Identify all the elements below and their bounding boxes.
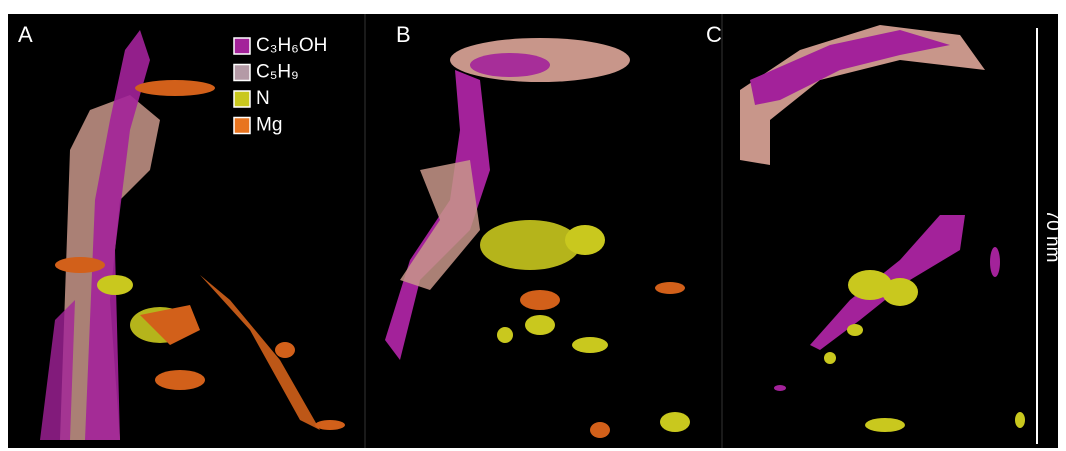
scale-bar-label: 70 nm bbox=[1042, 210, 1063, 263]
reconstruction-c bbox=[740, 25, 1025, 432]
panel-label: B bbox=[396, 22, 411, 47]
legend-swatch bbox=[233, 90, 251, 108]
reconstruction-a bbox=[40, 30, 345, 440]
legend-label: C₃H₆OH bbox=[256, 35, 327, 56]
legend-swatch bbox=[233, 37, 251, 55]
panel-label: A bbox=[18, 22, 33, 47]
reconstruction-b bbox=[385, 38, 690, 438]
legend-swatch bbox=[233, 116, 251, 135]
legend: C₃H₆OH C₅H₉ N Mg bbox=[233, 35, 327, 136]
legend-label: C₅H₉ bbox=[256, 62, 299, 83]
panel-label: C bbox=[706, 22, 722, 47]
legend-label: Mg bbox=[256, 115, 282, 136]
legend-label: N bbox=[256, 88, 270, 109]
legend-swatch bbox=[233, 63, 251, 82]
